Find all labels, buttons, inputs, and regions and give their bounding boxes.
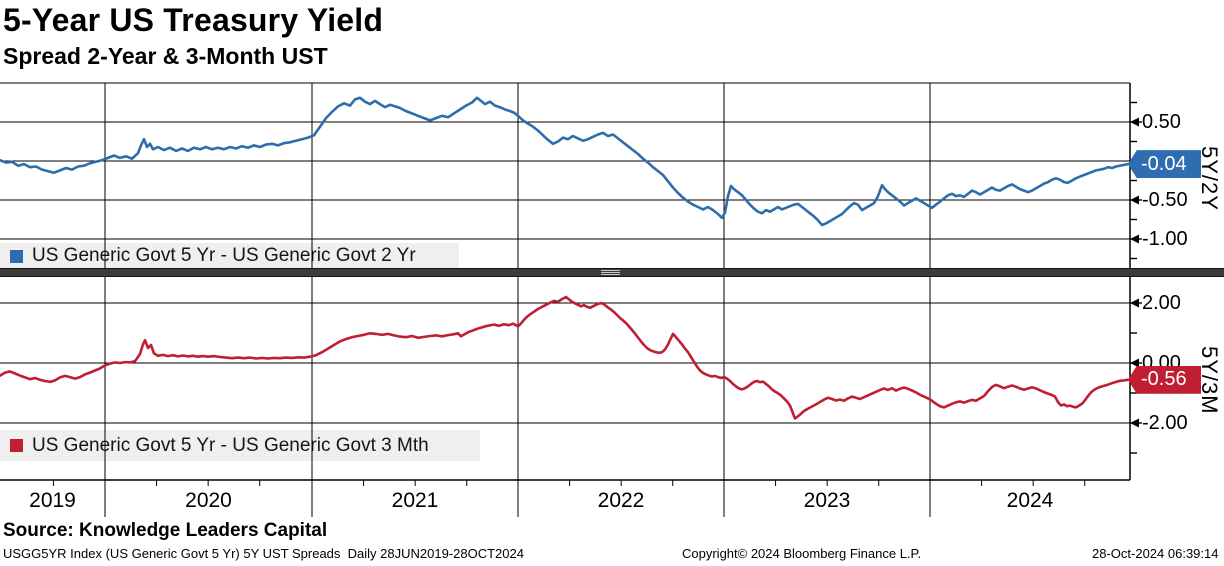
y-tick-label: 2.00 — [1142, 292, 1181, 314]
source-line: Source: Knowledge Leaders Capital — [3, 520, 328, 541]
y-tick-arrow-icon — [1130, 418, 1139, 428]
legend-5y2y[interactable]: US Generic Govt 5 Yr - US Generic Govt 2… — [0, 243, 459, 269]
y-tick-arrow-icon — [1130, 298, 1139, 308]
x-year-label: 2020 — [185, 489, 232, 512]
last-value-badge-5y2y: -0.04 — [1128, 150, 1201, 179]
legend-5y3m[interactable]: US Generic Govt 5 Yr - US Generic Govt 3… — [0, 430, 480, 461]
footer-ticker-info: USGG5YR Index (US Generic Govt 5 Yr) 5Y … — [3, 546, 524, 561]
page-title: 5-Year US Treasury Yield — [3, 2, 384, 38]
y-tick-label: -0.50 — [1142, 189, 1188, 211]
last-value: -0.04 — [1141, 152, 1187, 175]
x-year-label: 2024 — [1006, 489, 1054, 512]
page-subtitle: Spread 2-Year & 3-Month UST — [3, 43, 328, 69]
legend-label: US Generic Govt 5 Yr - US Generic Govt 2… — [32, 245, 416, 266]
last-value: -0.56 — [1141, 368, 1187, 391]
x-year-label: 2021 — [391, 489, 439, 512]
x-year-label: 2022 — [597, 489, 645, 512]
right-axis-title-5y2y: 5Y/2Y — [1197, 145, 1222, 211]
y-tick-label: -1.00 — [1142, 228, 1188, 250]
separator-drag-handle-icon[interactable] — [601, 270, 620, 275]
right-axis-title-5y3m: 5Y/3M — [1197, 345, 1222, 415]
series-line-5y3m — [0, 295, 1130, 420]
x-year-label: 2019 — [29, 489, 76, 512]
y-tick-arrow-icon — [1130, 117, 1139, 127]
last-value-badge-5y3m: -0.56 — [1128, 365, 1201, 394]
legend-label: US Generic Govt 5 Yr - US Generic Govt 3… — [32, 434, 429, 456]
footer-timestamp: 28-Oct-2024 06:39:14 — [1092, 546, 1219, 561]
y-tick-label: -2.00 — [1142, 412, 1188, 434]
y-tick-label: 0.50 — [1142, 111, 1181, 133]
y-tick-arrow-icon — [1130, 234, 1139, 244]
series-line-5y2y — [0, 96, 1130, 227]
panel-separator — [0, 268, 1224, 277]
x-year-label: 2023 — [803, 489, 851, 512]
legend-swatch-blue-icon — [10, 249, 23, 263]
y-tick-arrow-icon — [1130, 195, 1139, 205]
legend-swatch-red-icon — [10, 439, 23, 452]
footer-copyright: Copyright© 2024 Bloomberg Finance L.P. — [682, 546, 922, 561]
